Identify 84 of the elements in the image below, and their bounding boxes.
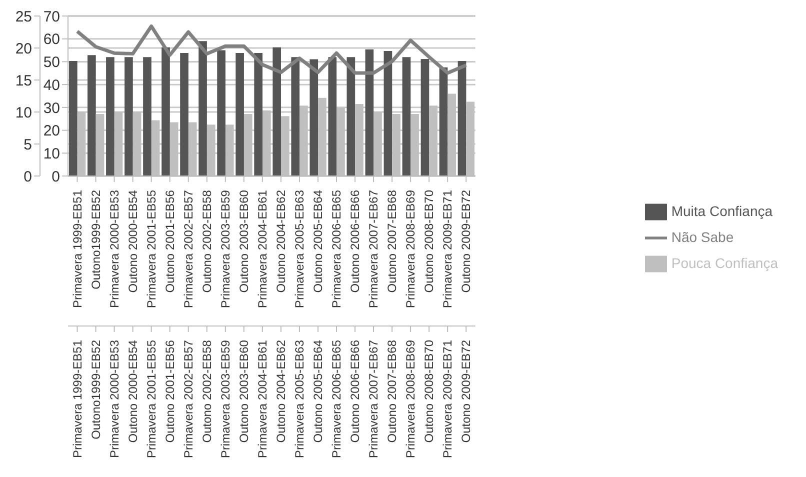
y-tick-label: 0	[52, 168, 60, 186]
bar	[328, 57, 337, 176]
category-label: Primavera 2002-EB57	[181, 340, 196, 458]
category-label: Outono 2007-EB68	[385, 340, 400, 443]
category-label: Outono 2004-EB62	[274, 340, 288, 443]
category-label: Outono 2009-EB72	[459, 340, 474, 443]
bar	[420, 58, 430, 176]
legend-label: Não Sabe	[671, 229, 734, 245]
y2-tick-label: 0	[24, 168, 32, 186]
y2-tick-label: 10	[15, 104, 32, 122]
bar	[162, 47, 170, 176]
legend-label: Pouca Confiança	[671, 255, 778, 271]
x-tick-label: Primavera 2003-EB59	[218, 190, 232, 308]
category-label: Primavera 2004-EB61	[255, 340, 270, 458]
category-label: Primavera 2000-EB53	[107, 340, 122, 458]
bar	[124, 57, 133, 176]
x-tick-label: Outono 2003-EB60	[236, 190, 251, 293]
x-tick-label: Outono 2007-EB68	[385, 190, 400, 293]
y-tick-label: 30	[43, 100, 60, 117]
line-series	[76, 24, 468, 75]
y-tick-label: 70	[43, 8, 60, 26]
x-tick-label: Outono 2009-EB72	[459, 190, 474, 293]
category-label: Primavera 2003-EB59	[218, 340, 232, 458]
category-label: Outono 2000-EB54	[126, 340, 140, 443]
category-label: Outono1999-EB52	[88, 340, 103, 440]
x-tick-label: Primavera 1999-EB51	[70, 190, 84, 308]
category-label: Outono 2006-EB66	[348, 340, 362, 443]
category-label: Primavera 2008-EB69	[404, 340, 418, 458]
legend-label: Muita Confiança	[671, 203, 773, 219]
x-tick-label: Primavera 2002-EB57	[181, 190, 196, 308]
x-tick-label: Primavera 2001-EB55	[144, 190, 158, 308]
x-tick-label: Primavera 2006-EB65	[329, 190, 344, 308]
bar	[88, 55, 96, 176]
x-tick-label: Outono1999-EB52	[88, 190, 103, 290]
bar	[458, 61, 466, 176]
category-label: Primavera 2001-EB55	[144, 340, 158, 458]
y-tick-label: 40	[43, 76, 60, 94]
bar	[346, 57, 356, 176]
y-tick-label: 60	[43, 31, 60, 48]
x-tick-label: Primavera 2005-EB63	[292, 190, 306, 308]
x-tick-label: Outono 2004-EB62	[274, 190, 288, 293]
bar	[384, 50, 392, 176]
bar	[254, 53, 262, 176]
bar	[217, 50, 226, 176]
category-label: Primavera 2007-EB67	[366, 340, 381, 458]
x-tick-label: Outono 2006-EB66	[348, 190, 362, 293]
y-tick-label: 50	[43, 54, 60, 72]
bar	[236, 53, 244, 176]
x-tick-label: Primavera 2008-EB69	[404, 190, 418, 308]
bar	[291, 57, 300, 176]
y-tick-label: 20	[43, 122, 60, 140]
category-label: Primavera 1999-EB51	[70, 340, 84, 458]
x-tick-label: Outono 2008-EB70	[422, 190, 436, 293]
bar	[69, 61, 78, 176]
y2-tick-label: 20	[15, 40, 32, 58]
category-label: Outono 2003-EB60	[236, 340, 251, 443]
y2-tick-label: 15	[15, 72, 32, 90]
bar	[439, 67, 448, 176]
x-tick-label: Primavera 2007-EB67	[366, 190, 381, 308]
bar	[106, 57, 114, 176]
category-label: Primavera 2006-EB65	[329, 340, 344, 458]
bar	[180, 53, 188, 176]
category-label: Outono 2005-EB64	[310, 340, 325, 443]
category-label: Primavera 2009-EB71	[440, 340, 455, 458]
x-tick-label: Outono 2001-EB56	[162, 190, 177, 293]
bar	[402, 57, 411, 176]
bar	[143, 57, 152, 176]
bar	[310, 59, 318, 176]
x-tick-label: Primavera 2000-EB53	[107, 190, 122, 308]
y2-tick-label: 25	[15, 8, 32, 26]
x-tick-label: Outono 2005-EB64	[310, 190, 325, 293]
bar	[365, 49, 374, 176]
x-tick-label: Outono 2000-EB54	[126, 190, 140, 293]
bar	[198, 41, 207, 176]
category-label: Outono 2002-EB58	[200, 340, 214, 443]
y-tick-label: 10	[43, 145, 60, 162]
x-tick-label: Primavera 2004-EB61	[255, 190, 270, 308]
category-label: Outono 2001-EB56	[162, 340, 177, 443]
bar	[272, 47, 282, 176]
x-tick-label: Primavera 2009-EB71	[440, 190, 455, 308]
x-tick-label: Outono 2002-EB58	[200, 190, 214, 293]
category-label: Primavera 2005-EB63	[292, 340, 306, 458]
category-label: Outono 2008-EB70	[422, 340, 436, 443]
y2-tick-label: 5	[24, 136, 32, 154]
